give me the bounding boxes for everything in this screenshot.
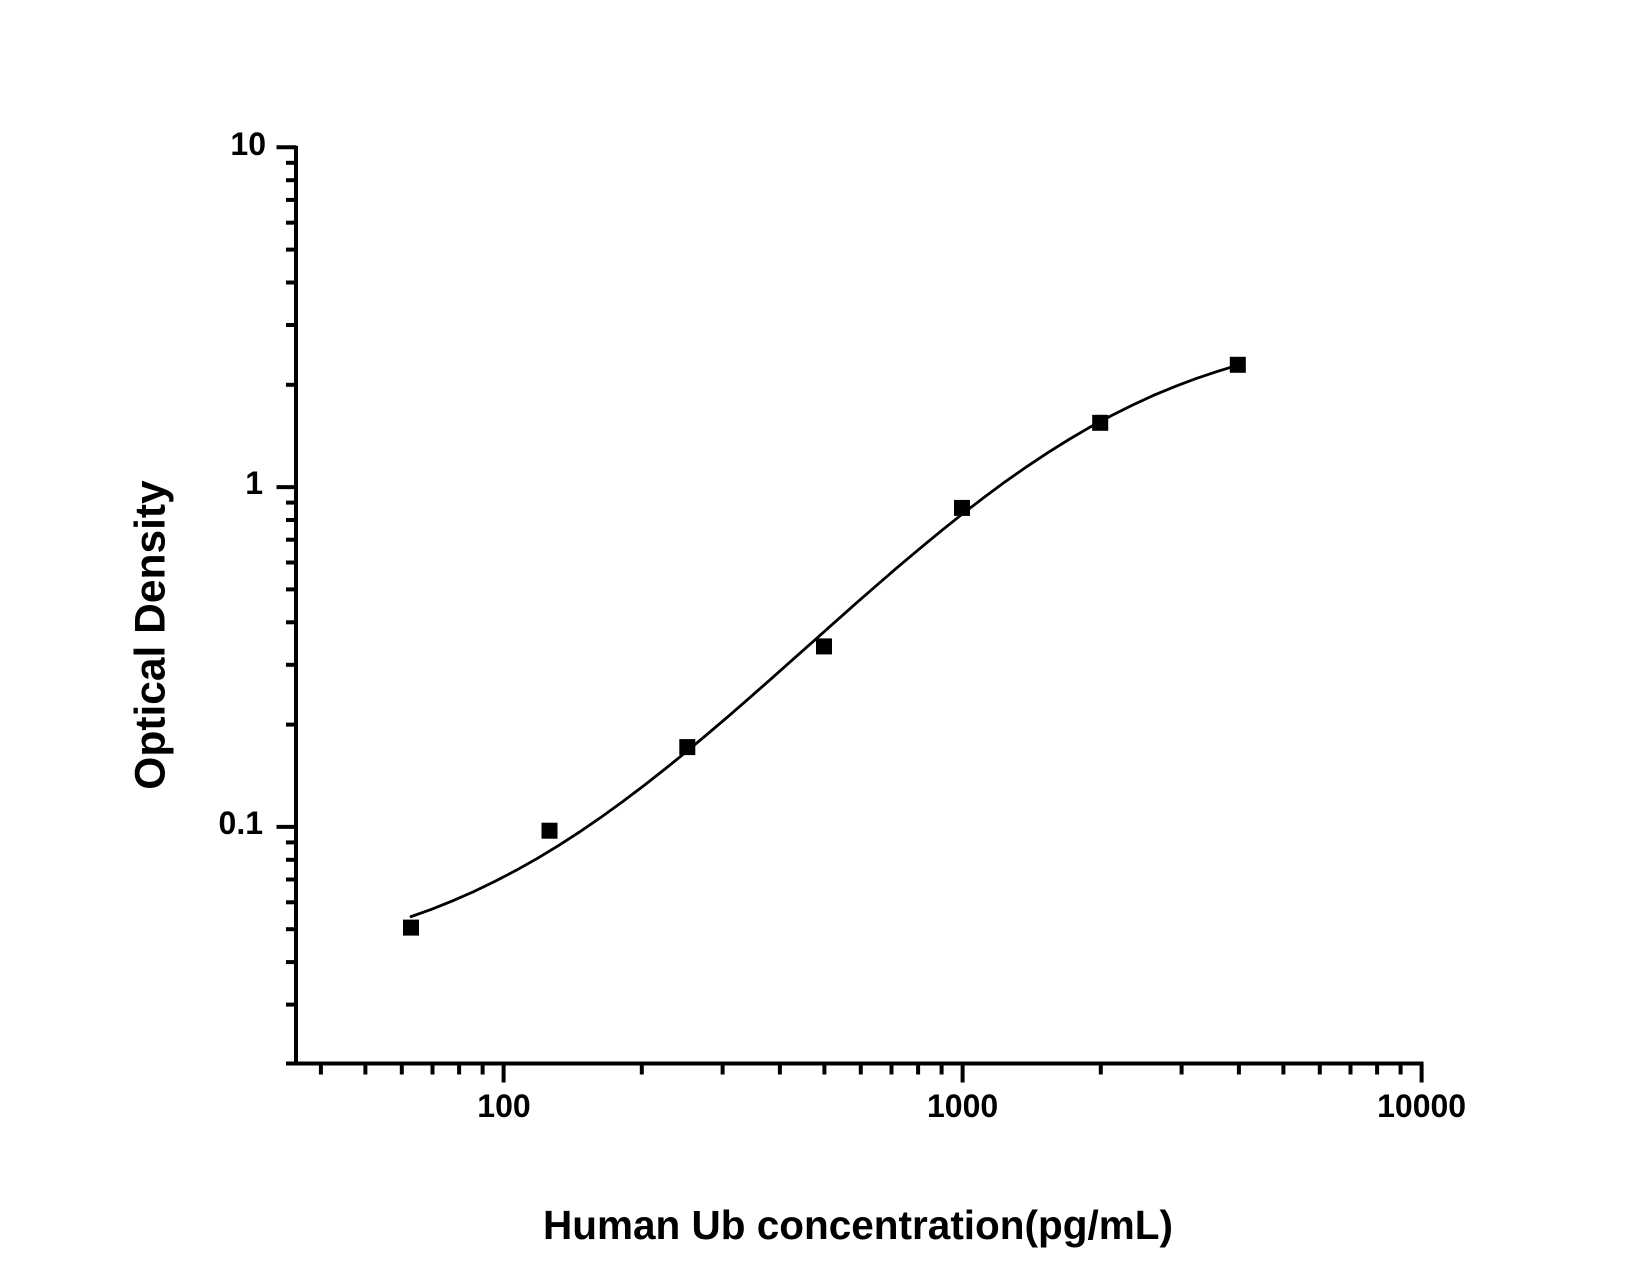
svg-text:0.1: 0.1 [219, 805, 263, 841]
svg-text:10000: 10000 [1377, 1088, 1466, 1124]
svg-text:1000: 1000 [927, 1088, 998, 1124]
svg-text:10: 10 [230, 126, 266, 162]
svg-text:Optical Density: Optical Density [128, 480, 175, 790]
svg-text:1: 1 [245, 465, 263, 501]
svg-text:100: 100 [477, 1088, 530, 1124]
svg-text:Human Ub concentration(pg/mL): Human Ub concentration(pg/mL) [543, 1202, 1173, 1248]
